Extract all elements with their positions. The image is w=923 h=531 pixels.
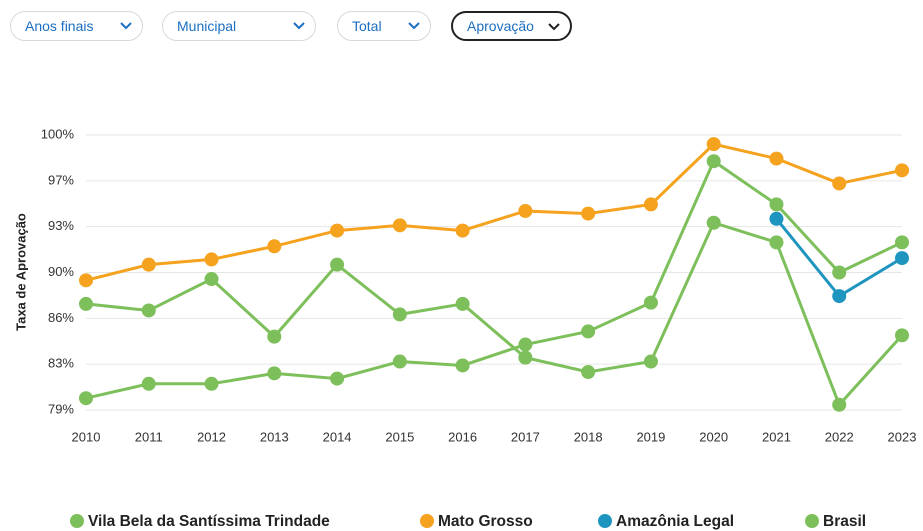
chevron <box>120 22 132 30</box>
y-tick-label: 100% <box>41 126 75 141</box>
x-tick-label: 2019 <box>636 429 665 444</box>
data-point <box>518 350 533 365</box>
data-point <box>330 371 345 386</box>
data-point <box>455 296 470 311</box>
y-tick-label: 86% <box>48 310 74 325</box>
y-tick-label: 97% <box>48 172 74 187</box>
x-tick-label: 2012 <box>197 429 226 444</box>
dropdown[interactable]: Municipal <box>162 11 316 41</box>
dropdown[interactable]: Aprovação <box>451 11 572 41</box>
data-point <box>204 376 219 391</box>
chevron <box>408 22 420 30</box>
data-point <box>643 197 658 212</box>
x-tick-label: 2018 <box>574 429 603 444</box>
data-point <box>581 206 596 221</box>
dropdown-label: Anos finais <box>25 18 94 34</box>
legend-swatch <box>805 514 819 528</box>
data-point <box>832 289 847 304</box>
data-point <box>832 265 847 280</box>
data-point <box>455 223 470 238</box>
x-tick-label: 2013 <box>260 429 289 444</box>
chevron <box>293 22 305 30</box>
legend-label: Mato Grosso <box>438 513 533 530</box>
dropdown-label: Total <box>352 18 382 34</box>
legend-swatch <box>598 514 612 528</box>
data-point <box>79 296 93 311</box>
data-point <box>895 163 909 178</box>
y-tick-label: 93% <box>48 218 74 233</box>
y-tick-label: 90% <box>48 264 74 279</box>
x-tick-label: 2010 <box>72 429 101 444</box>
data-point <box>769 151 784 166</box>
series-line <box>85 158 903 400</box>
data-point <box>392 218 407 233</box>
dropdown-label: Aprovação <box>467 18 534 34</box>
series-line <box>85 220 904 408</box>
legend-swatch <box>70 514 84 528</box>
chevron <box>548 23 560 31</box>
data-point <box>769 197 784 212</box>
dropdown[interactable]: Anos finais <box>10 11 143 41</box>
data-point <box>330 257 345 272</box>
series-line <box>775 217 903 299</box>
data-point <box>330 223 345 238</box>
data-point <box>832 176 847 191</box>
data-point <box>518 337 533 352</box>
data-point <box>895 251 909 266</box>
series-line <box>85 142 903 282</box>
legend-label: Vila Bela da Santíssima Trindade <box>88 513 330 530</box>
x-tick-label: 2020 <box>699 429 728 444</box>
dropdown-label: Municipal <box>177 18 237 34</box>
data-point <box>392 354 407 369</box>
x-tick-label: 2014 <box>323 429 352 444</box>
data-point <box>581 324 596 339</box>
x-tick-label: 2021 <box>762 429 791 444</box>
x-tick-label: 2023 <box>888 429 917 444</box>
data-point <box>643 354 658 369</box>
data-point <box>204 272 219 287</box>
x-tick-label: 2016 <box>448 429 477 444</box>
data-point <box>895 235 909 250</box>
x-tick-label: 2011 <box>135 429 163 444</box>
data-point <box>518 203 533 218</box>
legend-label: Amazônia Legal <box>616 513 734 530</box>
data-point <box>267 329 282 344</box>
y-tick-label: 79% <box>48 401 74 416</box>
y-axis-title: Taxa de Aprovação <box>13 213 28 331</box>
data-point <box>141 257 156 272</box>
data-point <box>643 295 658 310</box>
data-point <box>769 235 784 250</box>
data-point <box>706 215 721 230</box>
dropdown[interactable]: Total <box>337 11 431 41</box>
data-point <box>706 137 721 152</box>
x-tick-label: 2022 <box>825 429 854 444</box>
data-point <box>769 211 784 226</box>
data-point <box>392 307 407 322</box>
data-point <box>141 376 156 391</box>
x-tick-label: 2017 <box>511 429 540 444</box>
data-point <box>832 397 847 412</box>
data-point <box>204 252 219 267</box>
data-point <box>79 391 93 406</box>
data-point <box>581 365 596 380</box>
y-tick-label: 83% <box>48 356 74 371</box>
data-point <box>895 328 909 343</box>
data-point <box>455 358 470 373</box>
data-point <box>267 239 282 254</box>
data-point <box>79 273 93 288</box>
legend-label: Brasil <box>823 513 866 530</box>
data-point <box>706 154 721 169</box>
data-point <box>267 366 282 381</box>
x-tick-label: 2015 <box>385 429 414 444</box>
data-point <box>141 303 156 318</box>
legend-swatch <box>420 514 434 528</box>
